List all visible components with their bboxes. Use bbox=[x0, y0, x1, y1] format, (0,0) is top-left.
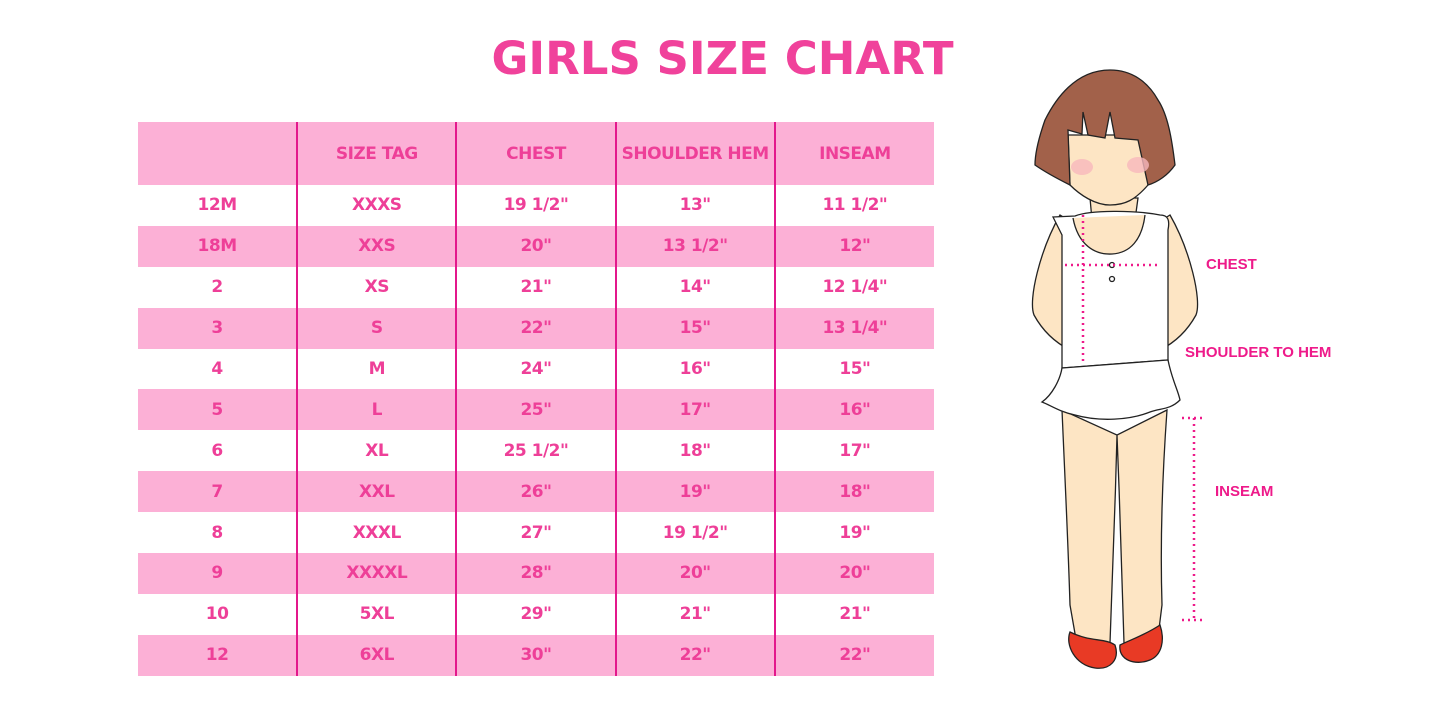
cell-size: 7 bbox=[138, 471, 298, 513]
cell-shoulder-hem: 18" bbox=[614, 430, 775, 472]
cell-shoulder-hem: 22" bbox=[614, 634, 775, 676]
cell-chest: 25" bbox=[455, 389, 616, 431]
cell-inseam: 12 1/4" bbox=[773, 266, 934, 308]
cell-inseam: 21" bbox=[773, 593, 934, 635]
girl-measurement-illustration: CHEST SHOULDER TO HEM INSEAM bbox=[1020, 60, 1380, 684]
header-size-tag: SIZE TAG bbox=[296, 122, 457, 185]
cell-shoulder-hem: 14" bbox=[614, 266, 775, 308]
cell-size-tag: S bbox=[296, 307, 457, 349]
cell-chest: 20" bbox=[455, 225, 616, 267]
cell-chest: 21" bbox=[455, 266, 616, 308]
cell-size-tag: XXXXL bbox=[296, 553, 457, 594]
table-row: 4 M 24" 16" 15" bbox=[138, 348, 934, 390]
cell-chest: 19 1/2" bbox=[455, 185, 616, 226]
chest-label: CHEST bbox=[1206, 256, 1257, 273]
skirt bbox=[1040, 359, 1181, 420]
cell-size: 8 bbox=[211, 522, 223, 543]
cell-size: 9 bbox=[138, 553, 298, 594]
cell-inseam: 15" bbox=[773, 348, 934, 390]
hair bbox=[1034, 69, 1176, 187]
header-chest: CHEST bbox=[455, 122, 616, 185]
page-title: GIRLS SIZE CHART bbox=[491, 32, 954, 85]
cell-size-tag: XL bbox=[296, 430, 457, 472]
cell-shoulder-hem: 17" bbox=[614, 389, 775, 431]
cell-chest: 26" bbox=[455, 471, 616, 513]
cell-shoulder-hem: 21" bbox=[614, 593, 775, 635]
legs bbox=[1061, 408, 1168, 646]
cell-inseam: 20" bbox=[773, 553, 934, 594]
cell-shoulder-hem: 13 1/2" bbox=[614, 225, 775, 267]
cell-size-tag: 6XL bbox=[296, 634, 457, 676]
cell-inseam: 12" bbox=[773, 225, 934, 267]
cell-inseam: 18" bbox=[773, 471, 934, 513]
cell-size: 6 bbox=[211, 440, 223, 461]
cell-shoulder-hem: 13" bbox=[614, 185, 775, 226]
cell-chest: 30" bbox=[455, 634, 616, 676]
table-row: 9 XXXXL 28" 20" 20" bbox=[138, 553, 934, 594]
cell-chest: 25 1/2" bbox=[455, 430, 616, 472]
cell-size-tag: XXXL bbox=[296, 512, 457, 554]
cell-size: 12 bbox=[138, 634, 298, 676]
cell-shoulder-hem: 19 1/2" bbox=[614, 512, 775, 554]
shirt bbox=[1051, 210, 1170, 369]
inseam-label: INSEAM bbox=[1215, 483, 1274, 500]
cell-size: 2 bbox=[211, 277, 223, 298]
cell-inseam: 19" bbox=[773, 512, 934, 554]
cell-size: 4 bbox=[211, 359, 223, 379]
cell-chest: 27" bbox=[455, 512, 616, 554]
shoulder-to-hem-label: SHOULDER TO HEM bbox=[1185, 344, 1332, 361]
cell-size-tag: XXXS bbox=[296, 185, 457, 226]
cell-size: 18M bbox=[138, 225, 298, 267]
cell-inseam: 11 1/2" bbox=[773, 185, 934, 226]
table-row: 12 6XL 30" 22" 22" bbox=[138, 634, 934, 676]
table-row: 7 XXL 26" 19" 18" bbox=[138, 471, 934, 513]
cell-shoulder-hem: 20" bbox=[614, 553, 775, 594]
cell-size-tag: XXS bbox=[296, 225, 457, 267]
table-row: 10 5XL 29" 21" 21" bbox=[138, 593, 934, 635]
table-row: 8 XXXL 27" 19 1/2" 19" bbox=[138, 512, 934, 554]
cell-size-tag: M bbox=[296, 348, 457, 390]
size-chart-table: SIZE TAG CHEST SHOULDER HEM INSEAM 12M XX… bbox=[138, 122, 934, 676]
cell-size-tag: L bbox=[296, 389, 457, 431]
cell-inseam: 16" bbox=[773, 389, 934, 431]
cell-chest: 22" bbox=[455, 307, 616, 349]
table-row: 2 XS 21" 14" 12 1/4" bbox=[138, 266, 934, 308]
cell-size: 3 bbox=[138, 307, 298, 349]
table-row: 3 S 22" 15" 13 1/4" bbox=[138, 307, 934, 349]
cell-size: 5 bbox=[138, 389, 298, 431]
cell-size-tag: XXL bbox=[296, 471, 457, 513]
face bbox=[1067, 134, 1149, 206]
cell-inseam: 17" bbox=[773, 430, 934, 472]
table-row: 5 L 25" 17" 16" bbox=[138, 389, 934, 431]
left-shoe bbox=[1068, 631, 1117, 669]
table-row: 12M XXXS 19 1/2" 13" 11 1/2" bbox=[138, 185, 934, 226]
cell-size: 10 bbox=[205, 604, 229, 625]
table-row: 18M XXS 20" 13 1/2" 12" bbox=[138, 225, 934, 267]
table-row: 6 XL 25 1/2" 18" 17" bbox=[138, 430, 934, 472]
cell-size-tag: XS bbox=[296, 266, 457, 308]
girl-figure-icon bbox=[1031, 69, 1202, 669]
cell-shoulder-hem: 19" bbox=[614, 471, 775, 513]
cell-size-tag: 5XL bbox=[296, 593, 457, 635]
header-size bbox=[138, 122, 298, 185]
cell-chest: 28" bbox=[455, 553, 616, 594]
header-inseam: INSEAM bbox=[773, 122, 934, 185]
cell-chest: 24" bbox=[455, 348, 616, 390]
right-shoe bbox=[1119, 623, 1163, 663]
cell-inseam: 13 1/4" bbox=[773, 307, 934, 349]
cell-shoulder-hem: 15" bbox=[614, 307, 775, 349]
table-header-row: SIZE TAG CHEST SHOULDER HEM INSEAM bbox=[138, 122, 934, 185]
cell-shoulder-hem: 16" bbox=[614, 348, 775, 390]
cell-size: 12M bbox=[197, 195, 238, 216]
header-shoulder-hem: SHOULDER HEM bbox=[614, 122, 775, 185]
cell-inseam: 22" bbox=[773, 634, 934, 676]
cell-chest: 29" bbox=[455, 593, 616, 635]
